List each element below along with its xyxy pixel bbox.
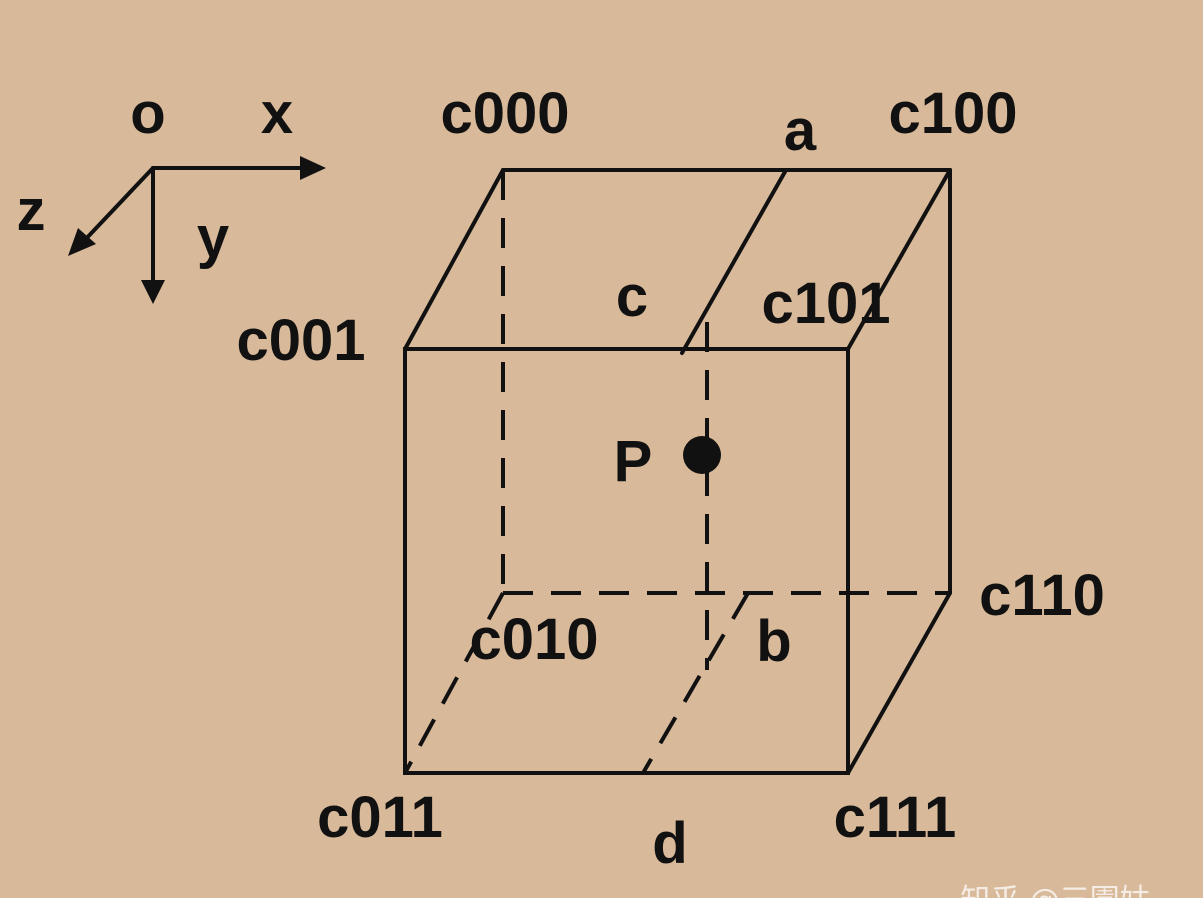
edge-c110-c111 [846,591,952,775]
visible-edges [403,168,952,775]
segment-b-to-d [641,591,750,775]
y-axis-label: y [197,205,229,270]
point-label-a: a [784,98,817,163]
vertex-label-c011: c011 [317,785,443,850]
point-label-p: P [614,429,653,494]
z-axis-arrowhead [68,228,96,256]
edge-c010-c011 [403,592,505,774]
point-p-dot [683,436,721,474]
vertex-label-c111: c111 [834,785,957,850]
vertex-label-c100: c100 [888,81,1017,146]
x-axis-arrowhead [300,156,326,180]
vertex-label-c110: c110 [979,563,1105,628]
x-axis-label: x [261,81,293,146]
z-axis-label: z [17,178,46,243]
z-axis-line [80,166,155,245]
hidden-edges [403,170,950,775]
y-axis-arrowhead [141,280,165,304]
vertex-label-c010: c010 [469,607,598,672]
axis-system [68,156,326,304]
front-face [403,347,850,775]
edge-c000-c001 [403,168,505,351]
point-label-c: c [616,264,648,329]
point-label-d: d [652,811,687,876]
vertex-label-c101: c101 [761,271,890,336]
axis-origin-label: o [130,81,165,146]
point-label-b: b [756,609,791,674]
vertex-label-c001: c001 [236,308,365,373]
vertex-label-c000: c000 [440,81,569,146]
watermark: 知乎 @三園姑 [960,883,1150,898]
edge-c100-c101 [846,168,952,351]
segment-a-to-c [680,168,788,355]
